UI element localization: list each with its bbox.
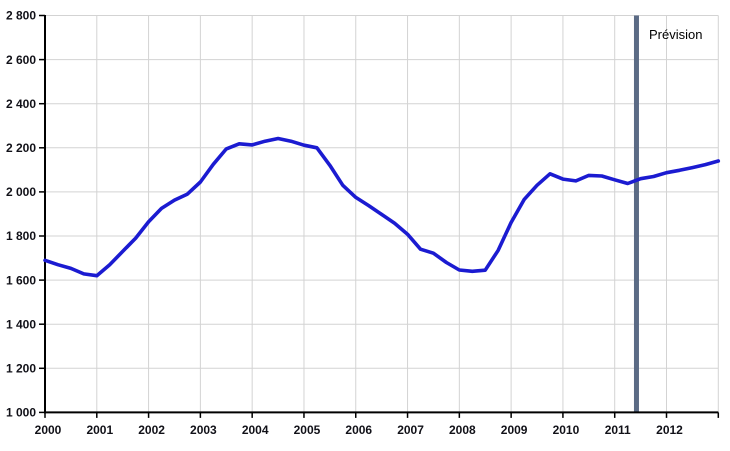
data-series-line [43,136,721,278]
y-axis-label: 2 400 [6,97,36,111]
y-axis-label: 1 200 [6,362,36,376]
x-axis-label: 2007 [397,423,424,437]
axes [39,14,720,418]
x-axis-label: 2002 [138,423,165,437]
data-series [43,136,721,278]
y-axis-label: 2 200 [6,141,36,155]
y-axis-label: 1 800 [6,229,36,243]
x-axis-label: 2008 [449,423,476,437]
y-axis-label: 1 400 [6,317,36,331]
x-axis-label: 2004 [242,423,269,437]
y-axis-label: 2 800 [6,9,36,23]
y-axis-label: 2 600 [6,53,36,67]
y-axis-label: 2 000 [6,185,36,199]
gridlines [45,15,719,413]
x-axis-label: 2000 [35,423,62,437]
forecast-divider [633,15,639,413]
x-axis-label: 2006 [345,423,372,437]
forecast-annotation-label: Prévision [649,27,702,42]
y-axis-label: 1 600 [6,273,36,287]
forecast-divider-bar [633,15,639,413]
x-axis-label: 2003 [190,423,217,437]
x-axis-label: 2010 [553,423,580,437]
x-axis-label: 2005 [294,423,321,437]
y-axis-label: 1 000 [6,406,36,420]
x-axis-label: 2012 [656,423,683,437]
x-axis-label: 2009 [501,423,528,437]
x-axis-label: 2001 [86,423,113,437]
axis-labels: 1 000 1 200 1 400 1 600 1 800 2 000 2 200 2 400… [6,9,683,437]
x-axis-label: 2011 [605,423,631,437]
